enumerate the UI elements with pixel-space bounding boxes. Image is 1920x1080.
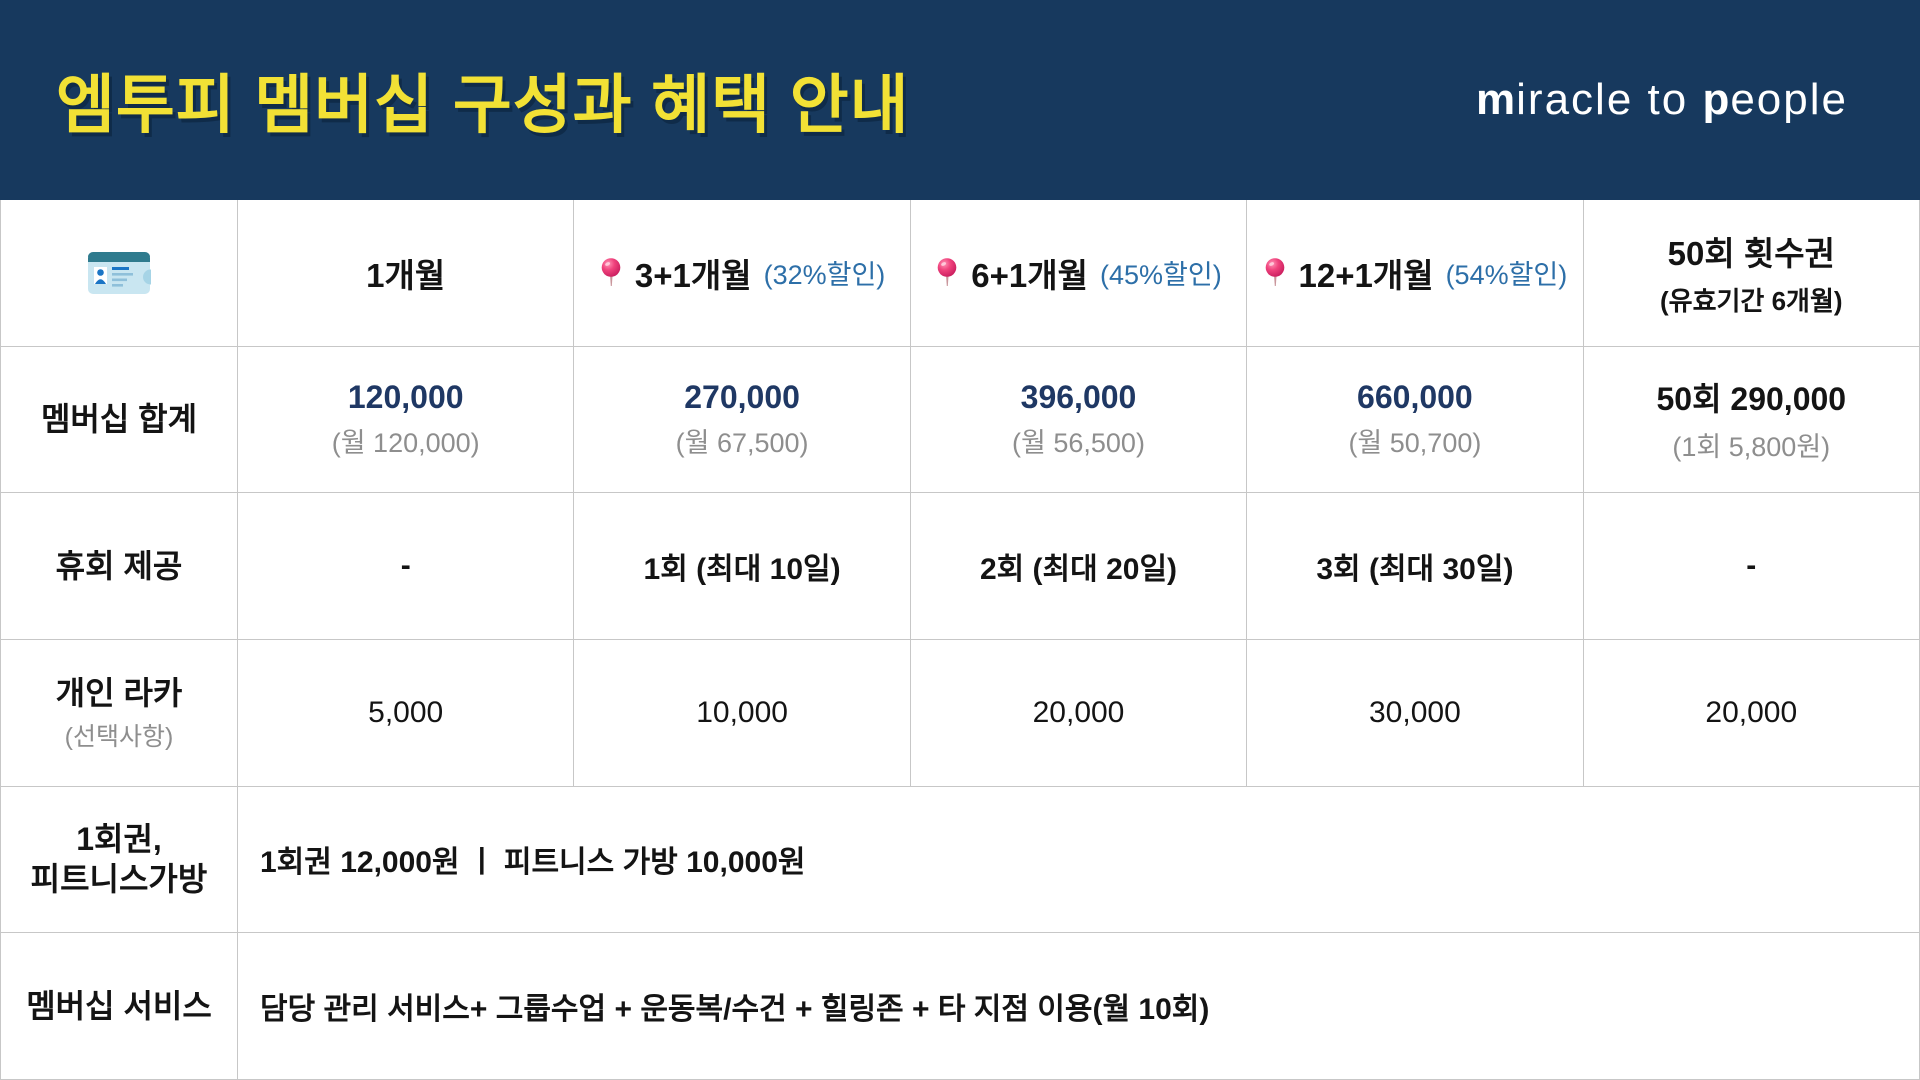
row-label-single-pass: 1회권, 피트니스가방 <box>1 786 238 934</box>
page-title: 엠투피 멤버십 구성과 혜택 안내 <box>56 69 910 141</box>
cell-services-details: 담당 관리 서비스+ 그룹수업 + 운동복/수건 + 힐링존 + 타 지점 이용… <box>238 933 1920 1080</box>
cell-locker-6plus1: 20,000 <box>910 640 1248 787</box>
cell-locker-3plus1: 10,000 <box>574 640 911 787</box>
cell-pause-50count: - <box>1583 493 1920 640</box>
pricing-table: 1개월 3+1개월 (32%할인) 6+1개월 <box>0 200 1920 1080</box>
column-title: 50회 횟수권 <box>1667 235 1835 273</box>
cell-pause-3plus1: 1회 (최대 10일) <box>574 493 911 640</box>
row-label-membership-total: 멤버십 합계 <box>1 346 238 494</box>
logo-p: p <box>1702 75 1731 124</box>
cell-single-pass-details: 1회권 12,000원 ㅣ 피트니스 가방 10,000원 <box>238 786 1920 934</box>
cell-value: - <box>400 549 411 583</box>
column-subtitle: (유효기간 6개월) <box>1660 286 1843 317</box>
row-label-sub: (선택사항) <box>64 722 174 751</box>
price-sub: (월 120,000) <box>331 427 480 458</box>
cell-value: 3회 (최대 30일) <box>1316 553 1514 587</box>
cell-pause-1month: - <box>238 493 575 640</box>
column-header-50count: 50회 횟수권 (유효기간 6개월) <box>1583 200 1920 347</box>
cell-total-3plus1: 270,000 (월 67,500) <box>574 346 911 494</box>
row-label-pause: 휴회 제공 <box>1 493 238 640</box>
price-sub: (월 67,500) <box>675 427 809 458</box>
column-title: 6+1개월 <box>971 256 1088 294</box>
discount-label: (54%할인) <box>1445 260 1568 291</box>
price-value: 396,000 <box>1020 378 1137 415</box>
price-value: 270,000 <box>684 378 800 415</box>
column-header-6plus1: 6+1개월 (45%할인) <box>910 200 1248 347</box>
header-banner: 엠투피 멤버십 구성과 혜택 안내 miracle to people <box>0 0 1920 200</box>
pin-icon <box>599 257 623 289</box>
cell-value: - <box>1746 549 1757 583</box>
cell-total-1month: 120,000 (월 120,000) <box>238 346 575 494</box>
cell-locker-1month: 5,000 <box>238 640 575 787</box>
cell-value: 5,000 <box>368 695 444 729</box>
price-value: 660,000 <box>1357 378 1473 415</box>
discount-label: (45%할인) <box>1099 260 1222 291</box>
cell-pause-12plus1: 3회 (최대 30일) <box>1247 493 1584 640</box>
cell-pause-6plus1: 2회 (최대 20일) <box>910 493 1248 640</box>
id-card-icon <box>87 249 158 297</box>
logo-rest2: eople <box>1730 75 1848 124</box>
merged-value: 1회권 12,000원 ㅣ 피트니스 가방 10,000원 <box>260 846 806 880</box>
column-title: 12+1개월 <box>1298 256 1434 294</box>
brand-logo: miracle to people <box>1476 75 1848 125</box>
pin-icon <box>1263 257 1287 289</box>
cell-value: 30,000 <box>1369 695 1461 729</box>
cell-total-6plus1: 396,000 (월 56,500) <box>910 346 1248 494</box>
corner-cell <box>1 200 238 347</box>
price-sub: (월 56,500) <box>1012 427 1145 458</box>
column-header-3plus1: 3+1개월 (32%할인) <box>574 200 911 347</box>
price-sub: (1회 5,800원) <box>1672 432 1831 463</box>
price-sub: (월 50,700) <box>1348 427 1482 458</box>
row-label-locker: 개인 라카 (선택사항) <box>1 640 238 787</box>
column-title: 3+1개월 <box>634 256 752 294</box>
discount-label: (32%할인) <box>763 260 886 291</box>
column-header-1month: 1개월 <box>238 200 575 347</box>
cell-locker-12plus1: 30,000 <box>1247 640 1584 787</box>
cell-locker-50count: 20,000 <box>1583 640 1920 787</box>
column-header-12plus1: 12+1개월 (54%할인) <box>1247 200 1584 347</box>
cell-value: 20,000 <box>1032 695 1125 729</box>
column-title: 1개월 <box>366 256 446 294</box>
row-label-line1: 1회권, <box>76 821 162 858</box>
merged-value: 담당 관리 서비스+ 그룹수업 + 운동복/수건 + 힐링존 + 타 지점 이용… <box>260 993 1210 1027</box>
row-label-services: 멤버십 서비스 <box>1 933 238 1080</box>
price-value: 120,000 <box>347 378 464 415</box>
logo-m: m <box>1476 75 1517 124</box>
cell-value: 20,000 <box>1705 695 1798 729</box>
cell-value: 10,000 <box>696 695 788 729</box>
cell-total-12plus1: 660,000 (월 50,700) <box>1247 346 1584 494</box>
row-label-line2: 피트니스가방 <box>30 861 208 898</box>
cell-value: 2회 (최대 20일) <box>979 553 1178 587</box>
price-value: 50회 290,000 <box>1656 381 1847 418</box>
cell-total-50count: 50회 290,000 (1회 5,800원) <box>1583 346 1920 494</box>
logo-rest1: iracle to <box>1516 75 1703 124</box>
pin-icon <box>935 257 959 289</box>
cell-value: 1회 (최대 10일) <box>643 553 841 587</box>
